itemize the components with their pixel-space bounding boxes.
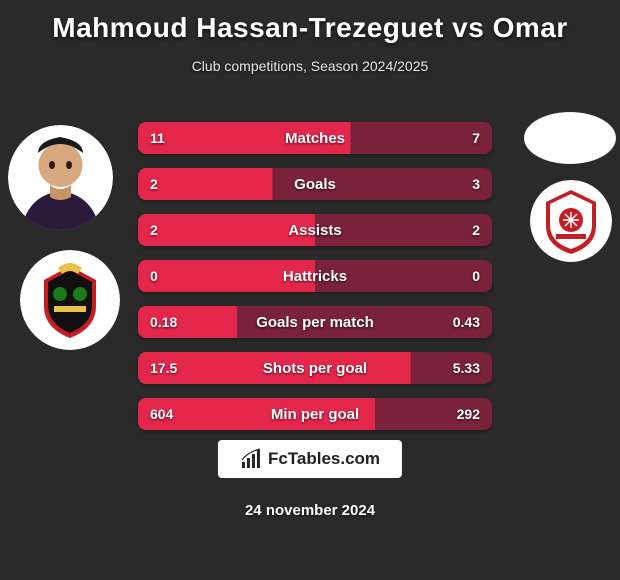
stat-right-value: 2 — [472, 222, 480, 238]
stat-left-value: 604 — [150, 406, 173, 422]
chart-icon — [240, 448, 262, 470]
stat-right-value: 7 — [472, 130, 480, 146]
fctables-logo: FcTables.com — [218, 440, 402, 478]
logo-text: FcTables.com — [268, 449, 380, 469]
stat-row: 11Matches7 — [138, 122, 492, 154]
player1-avatar — [8, 125, 113, 230]
stat-right-value: 5.33 — [453, 360, 480, 376]
subtitle: Club competitions, Season 2024/2025 — [0, 58, 620, 74]
stat-left-value: 0.18 — [150, 314, 177, 330]
player1-club-crest — [20, 250, 120, 350]
stat-label: Goals per match — [138, 314, 492, 331]
stat-right-value: 0 — [472, 268, 480, 284]
stat-row: 0.18Goals per match0.43 — [138, 306, 492, 338]
stat-label: Goals — [138, 176, 492, 193]
player2-avatar — [524, 112, 616, 164]
stat-label: Matches — [138, 130, 492, 147]
stat-label: Hattricks — [138, 268, 492, 285]
stat-row: 17.5Shots per goal5.33 — [138, 352, 492, 384]
stat-row: 2Assists2 — [138, 214, 492, 246]
stat-left-value: 2 — [150, 222, 158, 238]
stat-left-value: 2 — [150, 176, 158, 192]
stats-container: 11Matches72Goals32Assists20Hattricks00.1… — [138, 122, 492, 444]
stat-row: 2Goals3 — [138, 168, 492, 200]
stat-label: Min per goal — [138, 406, 492, 423]
stat-right-value: 0.43 — [453, 314, 480, 330]
stat-left-value: 0 — [150, 268, 158, 284]
stat-row: 0Hattricks0 — [138, 260, 492, 292]
stat-label: Assists — [138, 222, 492, 239]
player2-club-crest — [530, 180, 612, 262]
stat-right-value: 3 — [472, 176, 480, 192]
date-label: 24 november 2024 — [245, 502, 375, 519]
stat-left-value: 17.5 — [150, 360, 177, 376]
stat-right-value: 292 — [457, 406, 480, 422]
page-title: Mahmoud Hassan-Trezeguet vs Omar — [0, 0, 620, 44]
stat-label: Shots per goal — [138, 360, 492, 377]
stat-left-value: 11 — [150, 130, 165, 146]
stat-row: 604Min per goal292 — [138, 398, 492, 430]
